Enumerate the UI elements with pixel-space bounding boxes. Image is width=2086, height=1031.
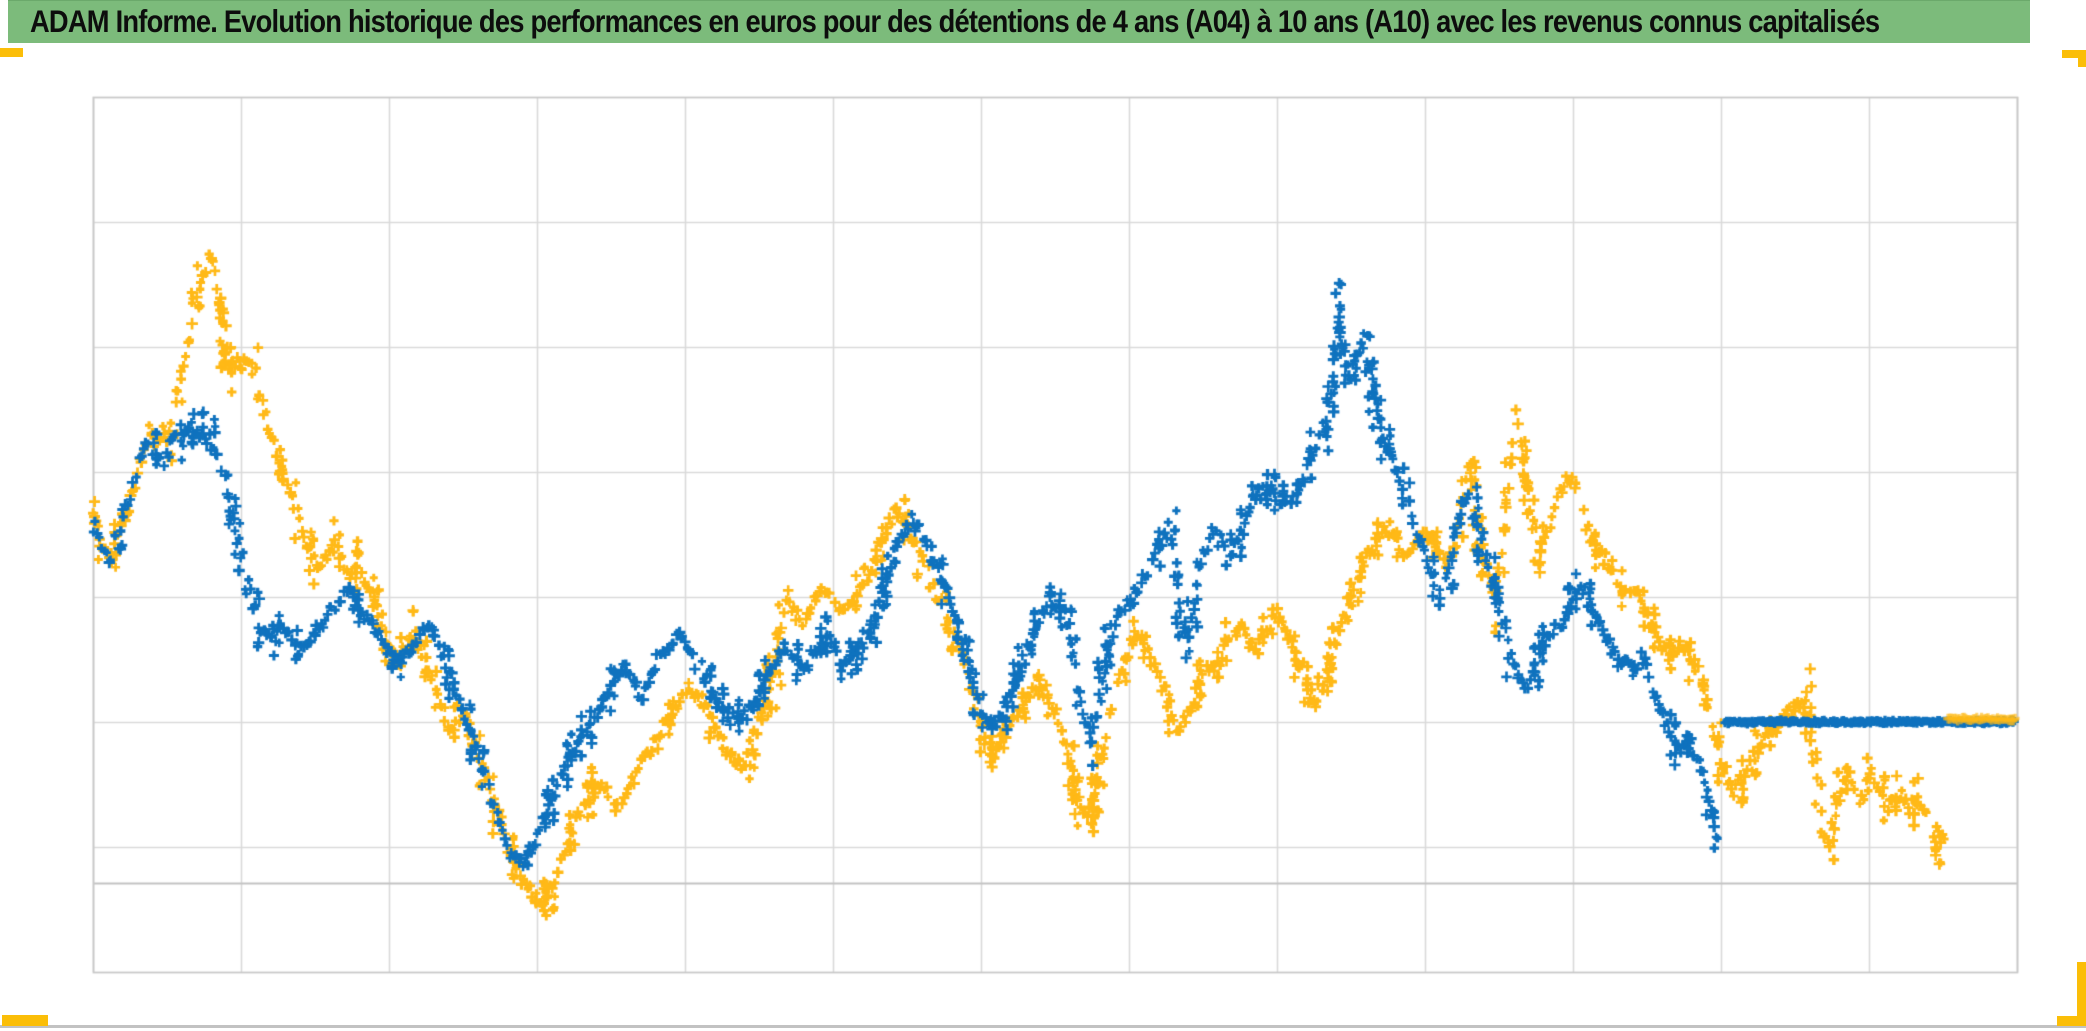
selection-handle-bottom-right-foot[interactable] [2057,1016,2086,1026]
selection-handle-top-right-h[interactable] [2062,50,2086,58]
selection-handle-bottom-right-v[interactable] [2077,962,2086,1026]
chart-title-bar: ADAM Informe. Evolution historique des p… [8,0,2030,43]
bottom-divider-line [0,1025,2086,1028]
selection-handle-bottom-left[interactable] [2,1015,48,1026]
selection-handle-top-right-v[interactable] [2078,50,2086,67]
chart-title: ADAM Informe. Evolution historique des p… [30,4,1880,39]
selection-handle-left[interactable] [0,48,23,57]
